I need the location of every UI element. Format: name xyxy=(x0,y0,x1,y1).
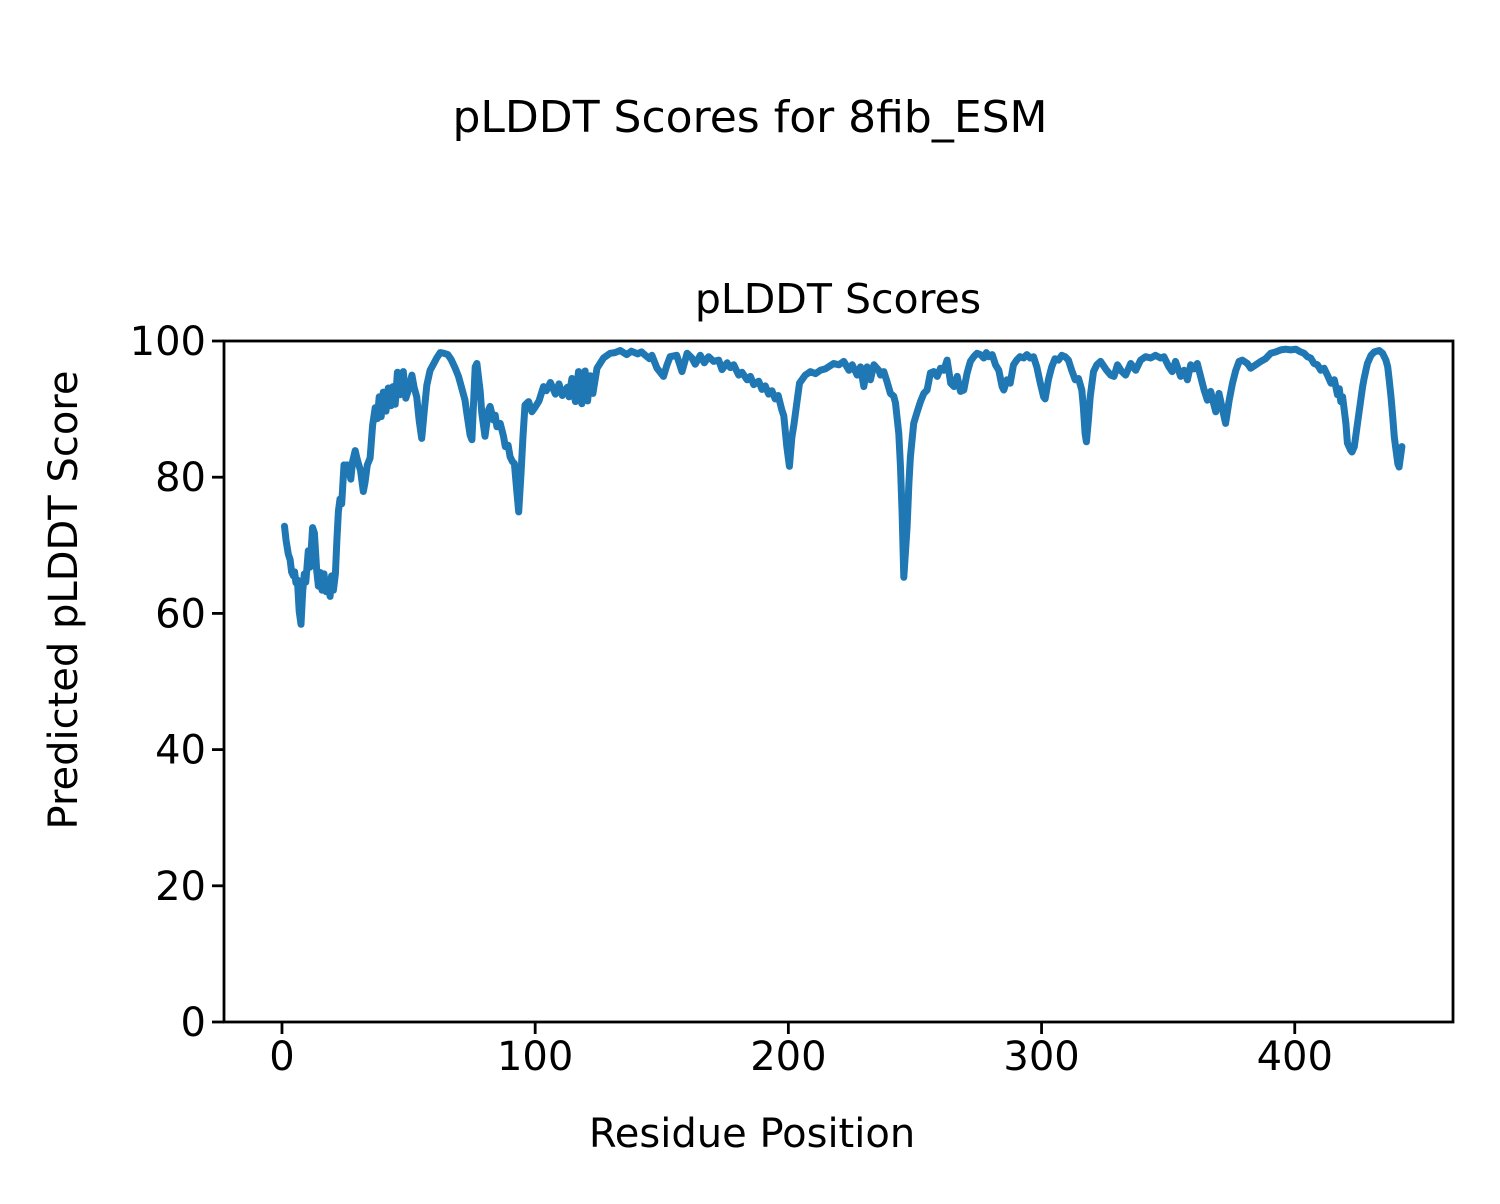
y-tick-label: 40 xyxy=(155,728,206,774)
figure-title: pLDDT Scores for 8fib_ESM xyxy=(452,92,1047,143)
y-tick-label: 60 xyxy=(155,591,206,637)
axes-layer: 0 100 200 300 400 0 20 40 60 80 100 xyxy=(130,319,1455,1080)
y-tick-label: 80 xyxy=(155,455,206,501)
plddt-line xyxy=(281,345,1406,628)
y-axis-label: Predicted pLDDT Score xyxy=(41,371,87,830)
axes-frame xyxy=(222,339,1455,1024)
y-tick-label: 100 xyxy=(130,319,206,365)
x-tick-label: 0 xyxy=(269,1034,294,1080)
y-tick-label: 20 xyxy=(155,864,206,910)
x-tick-label: 300 xyxy=(1003,1034,1079,1080)
x-tick-label: 100 xyxy=(497,1034,573,1080)
x-tick-label: 400 xyxy=(1257,1034,1333,1080)
axes-title: pLDDT Scores xyxy=(695,275,981,323)
y-tick-label: 0 xyxy=(181,1000,206,1046)
x-tick-label: 200 xyxy=(750,1034,826,1080)
x-axis-label: Residue Position xyxy=(589,1111,915,1157)
